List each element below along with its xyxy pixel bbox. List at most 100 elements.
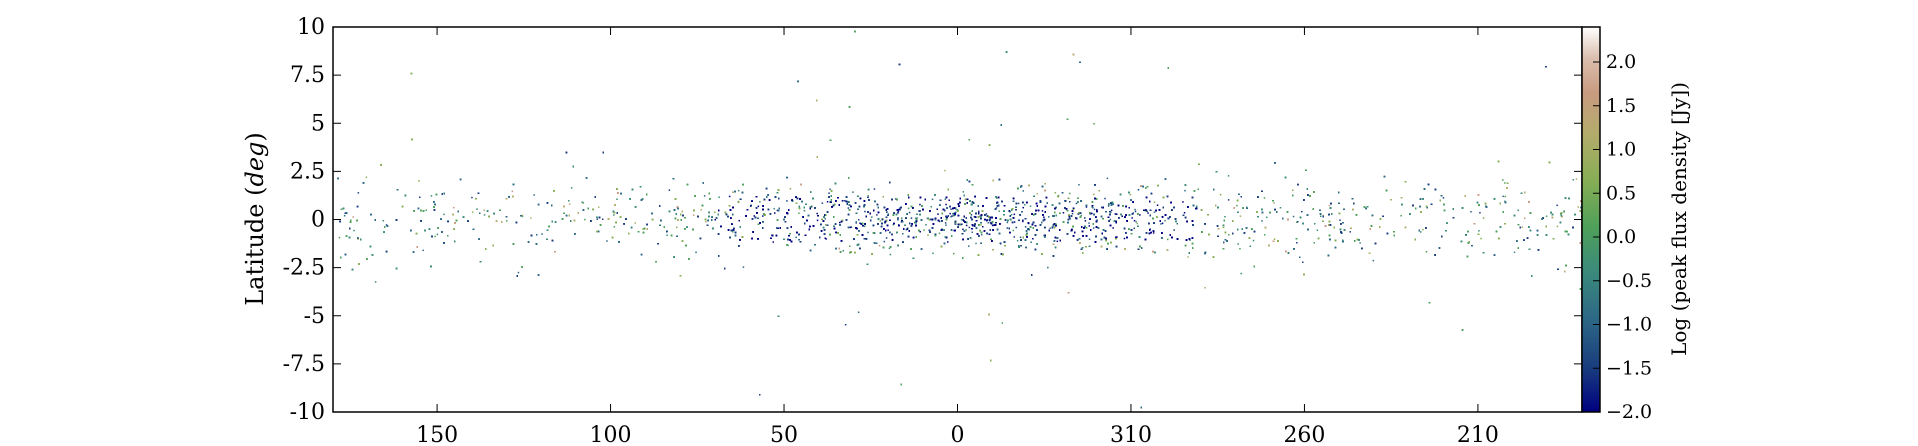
data-point bbox=[847, 207, 850, 209]
data-point bbox=[1110, 211, 1112, 214]
data-point bbox=[1022, 220, 1024, 223]
data-point bbox=[434, 235, 436, 238]
data-point bbox=[887, 229, 889, 231]
data-point bbox=[357, 192, 360, 194]
data-point bbox=[1204, 287, 1206, 289]
data-point bbox=[1479, 212, 1481, 214]
data-point bbox=[1088, 238, 1091, 240]
scatter-points bbox=[337, 30, 1582, 409]
data-point bbox=[839, 221, 841, 224]
data-point bbox=[1104, 197, 1106, 200]
data-point bbox=[886, 211, 888, 213]
data-point bbox=[1069, 192, 1071, 195]
data-point bbox=[883, 240, 886, 243]
data-point bbox=[584, 218, 586, 221]
data-point bbox=[1016, 240, 1019, 242]
data-point bbox=[1504, 182, 1506, 184]
data-point bbox=[1425, 251, 1428, 253]
data-point bbox=[511, 190, 514, 193]
data-point bbox=[374, 281, 377, 283]
data-point bbox=[1013, 221, 1016, 223]
data-point bbox=[1085, 206, 1088, 208]
data-point bbox=[919, 203, 921, 206]
data-point bbox=[1134, 210, 1137, 213]
data-point bbox=[1129, 193, 1132, 196]
data-point bbox=[471, 196, 473, 199]
data-point bbox=[772, 241, 774, 243]
data-point bbox=[995, 207, 998, 209]
data-point bbox=[953, 252, 955, 255]
data-point bbox=[425, 209, 427, 211]
data-point bbox=[1252, 239, 1255, 242]
data-point bbox=[419, 196, 421, 198]
data-point bbox=[1279, 207, 1282, 209]
data-point bbox=[1224, 216, 1226, 218]
data-point bbox=[447, 235, 449, 237]
data-point bbox=[885, 237, 888, 239]
data-point bbox=[1556, 225, 1559, 228]
data-point bbox=[1485, 205, 1487, 207]
data-point bbox=[1156, 204, 1159, 206]
data-point bbox=[762, 215, 764, 217]
data-point bbox=[1080, 214, 1082, 217]
data-point bbox=[991, 224, 994, 227]
data-point bbox=[1084, 217, 1086, 219]
data-point bbox=[1054, 192, 1057, 194]
data-point bbox=[1133, 219, 1136, 222]
data-point bbox=[353, 229, 355, 232]
data-point bbox=[1132, 212, 1135, 214]
data-point bbox=[436, 233, 439, 236]
data-point bbox=[1316, 229, 1319, 231]
data-point bbox=[962, 228, 964, 231]
data-point bbox=[476, 208, 478, 210]
data-point bbox=[1149, 228, 1151, 230]
data-point bbox=[1048, 216, 1050, 218]
data-point bbox=[816, 212, 818, 215]
data-point bbox=[1575, 178, 1578, 180]
data-point bbox=[668, 189, 671, 191]
data-point bbox=[873, 188, 876, 190]
data-point bbox=[1019, 236, 1022, 238]
data-point bbox=[897, 217, 899, 219]
data-point bbox=[418, 180, 420, 182]
data-point bbox=[1153, 211, 1156, 213]
data-point bbox=[1110, 209, 1113, 212]
data-point bbox=[1010, 219, 1012, 221]
data-point bbox=[365, 176, 368, 179]
data-point bbox=[1227, 175, 1230, 177]
data-point bbox=[931, 198, 934, 201]
data-point bbox=[596, 218, 598, 220]
data-point bbox=[932, 252, 934, 255]
data-point bbox=[1187, 256, 1189, 258]
data-point bbox=[1010, 214, 1013, 216]
data-point bbox=[878, 245, 881, 247]
data-point bbox=[945, 203, 947, 206]
data-point bbox=[1092, 207, 1094, 209]
data-point bbox=[789, 188, 792, 190]
data-point bbox=[1301, 210, 1303, 213]
data-point bbox=[925, 224, 927, 226]
data-point bbox=[774, 212, 776, 214]
data-point bbox=[1482, 217, 1485, 219]
data-point bbox=[900, 221, 903, 223]
data-point bbox=[1349, 231, 1351, 233]
data-point bbox=[753, 215, 755, 217]
data-point bbox=[695, 251, 697, 254]
data-point bbox=[895, 198, 897, 200]
data-point bbox=[1239, 215, 1242, 217]
data-point bbox=[568, 200, 570, 202]
data-point bbox=[1015, 226, 1017, 229]
data-point bbox=[1029, 205, 1032, 207]
data-point bbox=[1133, 227, 1135, 230]
data-point bbox=[982, 226, 984, 228]
data-point bbox=[1219, 193, 1222, 196]
data-point bbox=[849, 226, 852, 229]
data-point bbox=[821, 202, 824, 204]
data-point bbox=[1107, 205, 1110, 207]
data-point bbox=[1239, 248, 1241, 250]
data-point bbox=[738, 219, 740, 222]
data-point bbox=[916, 217, 918, 219]
data-point bbox=[841, 200, 844, 202]
data-point bbox=[1182, 201, 1184, 203]
